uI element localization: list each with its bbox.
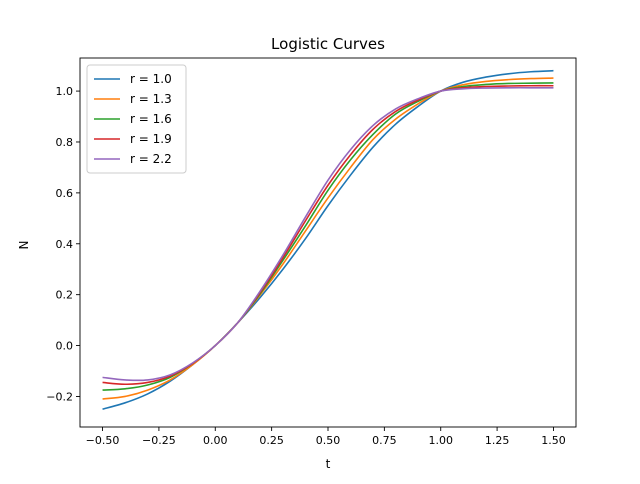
y-tick-label: 0.4 bbox=[56, 238, 74, 251]
y-tick-label: 0.8 bbox=[56, 136, 74, 149]
x-tick-label: 1.50 bbox=[541, 434, 566, 447]
plot-area bbox=[102, 69, 554, 410]
series-line-1 bbox=[102, 77, 554, 400]
legend-box bbox=[86, 64, 187, 174]
legend-label-0: r = 1.0 bbox=[130, 72, 172, 86]
y-tick-label: 1.0 bbox=[56, 85, 74, 98]
x-tick-label: 0.75 bbox=[372, 434, 397, 447]
y-tick-label: −0.2 bbox=[46, 390, 73, 403]
series-line-4 bbox=[102, 86, 554, 382]
x-tick-label: −0.25 bbox=[142, 434, 176, 447]
legend-label-3: r = 1.9 bbox=[130, 132, 172, 146]
y-tick-label: 0.6 bbox=[56, 187, 74, 200]
x-tick-label: 0.50 bbox=[316, 434, 341, 447]
legend-label-2: r = 1.6 bbox=[130, 112, 172, 126]
x-tick-label: −0.50 bbox=[86, 434, 120, 447]
x-tick-label: 1.25 bbox=[485, 434, 510, 447]
legend-label-1: r = 1.3 bbox=[130, 92, 172, 106]
series-line-3 bbox=[102, 84, 554, 386]
x-tick-label: 0.00 bbox=[203, 434, 228, 447]
y-tick-label: 0.2 bbox=[56, 289, 74, 302]
x-tick-label: 0.25 bbox=[259, 434, 284, 447]
x-tick-label: 1.00 bbox=[428, 434, 453, 447]
axes: −0.50 −0.25 0.00 0.25 0.50 0.75 1.00 1.25 1.50 −0… bbox=[46, 57, 577, 447]
legend: r = 1.0 r = 1.3 r = 1.6 r = 1.9 r = 2.2 bbox=[86, 64, 187, 174]
x-axis-label: t bbox=[326, 457, 331, 471]
legend-label-4: r = 2.2 bbox=[130, 152, 172, 166]
y-tick-label: 0.0 bbox=[56, 340, 74, 353]
y-axis-label: N bbox=[17, 241, 31, 250]
chart-title: Logistic Curves bbox=[271, 35, 385, 53]
